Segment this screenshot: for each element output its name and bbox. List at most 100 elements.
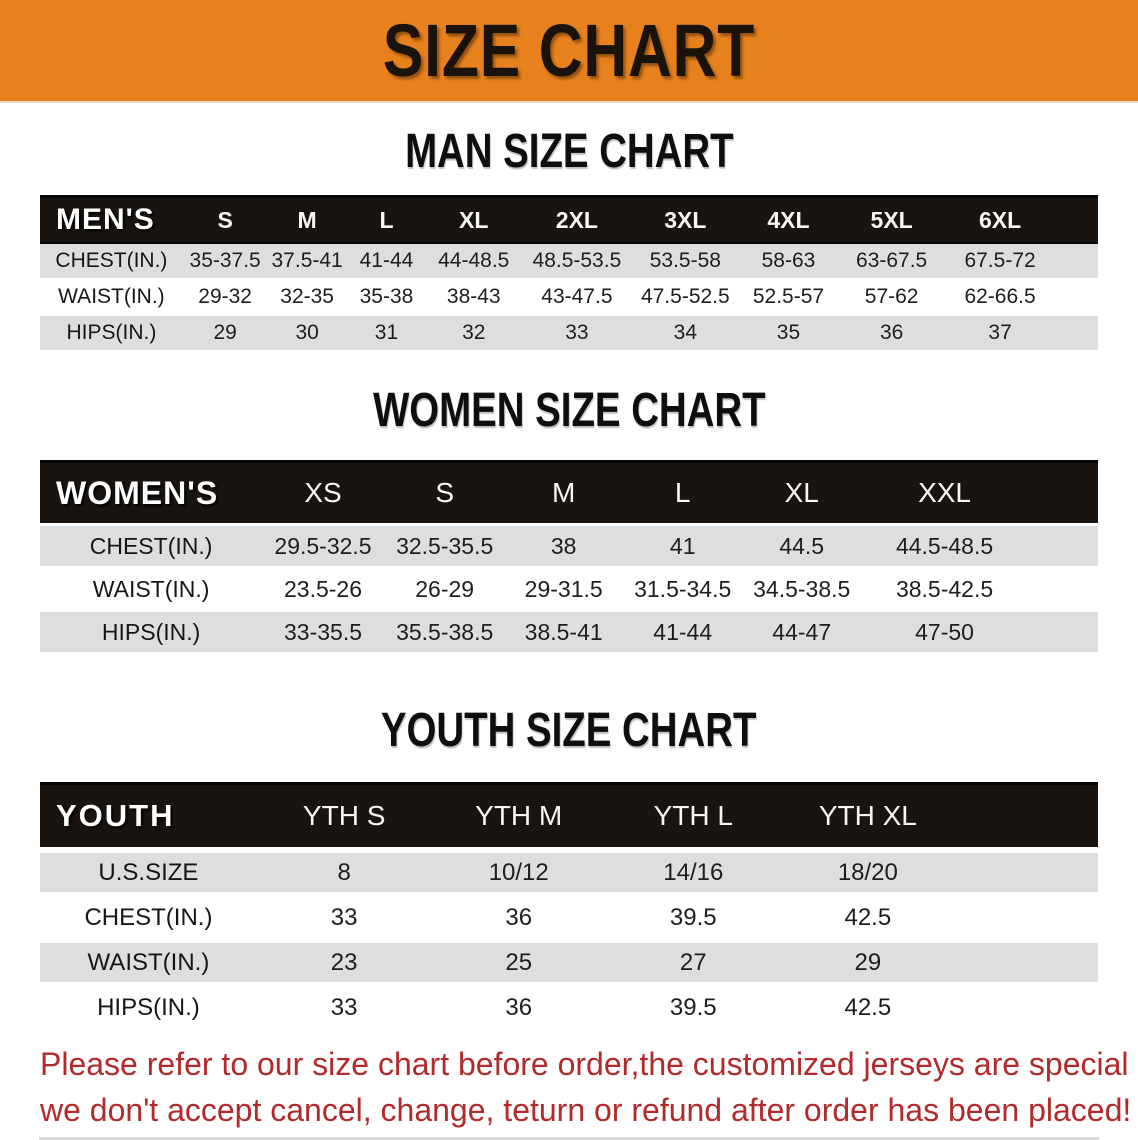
table-row: HIPS(IN.) 33-35.5 35.5-38.5 38.5-41 41-44 44-…: [40, 609, 1098, 652]
column-header: M: [267, 195, 347, 244]
size-chart-banner: SIZE CHART: [0, 0, 1138, 103]
size-table: YOUTH YTH S YTH M YTH L YTH XL U.S.SIZE 8 10/12…: [40, 782, 1098, 1027]
size-value-cell: 33: [256, 982, 432, 1027]
table-body: U.S.SIZE 8 10/12 14/16 18/20 CHEST(IN.) 33 36 39…: [40, 847, 1098, 1027]
size-value-cell: 8: [256, 847, 432, 895]
column-header: YTH L: [606, 782, 781, 851]
table-header: MEN'S S M L XL 2XL 3XL 4XL 5XL 6XL: [40, 195, 1098, 244]
size-value-cell: 44-47: [743, 609, 860, 652]
size-value-cell: 32.5-35.5: [383, 523, 506, 568]
size-value-cell: 34: [632, 314, 739, 350]
size-table: WOMEN'S XS S M L XL XXL CHEST(IN.) 29.5-32.5 32.5…: [40, 460, 1098, 652]
size-value-cell: 10/12: [431, 847, 606, 895]
size-value-cell: 23.5-26: [262, 566, 384, 611]
section-title-text: MAN SIZE CHART: [404, 125, 734, 178]
column-header: XS: [262, 460, 384, 526]
size-value-cell: 35-37.5: [182, 242, 268, 279]
size-value-cell: 37: [944, 314, 1056, 350]
table-row: WAIST(IN.) 29-32 32-35 35-38 38-43 43-47.5 47.…: [40, 278, 1098, 315]
size-value-cell: 33: [521, 314, 633, 350]
size-value-cell: 41: [621, 523, 744, 568]
table-row: CHEST(IN.) 35-37.5 37.5-41 41-44 44-48.5 48.5…: [40, 242, 1098, 279]
section-title: MAN SIZE CHART: [0, 127, 1138, 177]
disclaimer-text: Please refer to our size chart before or…: [40, 1041, 1138, 1133]
column-header: 3XL: [632, 195, 739, 244]
size-value-cell: 44.5-48.5: [859, 523, 1030, 568]
size-value-cell: 58-63: [738, 242, 839, 279]
table-row: HIPS(IN.) 29 30 31 32 33 34 35 36 37: [40, 314, 1098, 350]
row-label: WAIST(IN.): [40, 566, 263, 611]
column-header: 5XL: [838, 195, 945, 244]
row-label: WAIST(IN.): [40, 278, 183, 315]
table-group-label: WOMEN'S: [40, 460, 263, 526]
size-value-cell: 32: [426, 314, 522, 350]
row-label: CHEST(IN.): [40, 892, 257, 940]
men-size-chart-section: MAN SIZE CHART MEN'S S M L XL 2XL 3XL 4XL 5XL 6XL C…: [0, 127, 1138, 350]
table-row: HIPS(IN.) 33 36 39.5 42.5: [40, 982, 1098, 1027]
table-row: CHEST(IN.) 29.5-32.5 32.5-35.5 38 41 44.5 44.5…: [40, 523, 1098, 568]
size-value-cell: 18/20: [780, 847, 956, 895]
size-value-cell: 38: [505, 523, 622, 568]
size-value-cell: 63-67.5: [838, 242, 945, 279]
column-header: 4XL: [738, 195, 839, 244]
row-label: HIPS(IN.): [40, 982, 257, 1027]
youth-size-chart-section: YOUTH SIZE CHART YOUTH YTH S YTH M YTH L YTH …: [0, 706, 1138, 1027]
row-label: WAIST(IN.): [40, 937, 257, 985]
row-spacer: [1055, 314, 1098, 350]
disclaimer-line-2: we don't accept cancel, change, teturn o…: [40, 1092, 1132, 1128]
size-value-cell: 41-44: [621, 609, 744, 652]
column-header: S: [383, 460, 506, 526]
size-value-cell: 30: [267, 314, 347, 350]
table-row: U.S.SIZE 8 10/12 14/16 18/20: [40, 847, 1098, 895]
size-value-cell: 48.5-53.5: [521, 242, 633, 279]
row-spacer: [1029, 523, 1098, 568]
row-label: HIPS(IN.): [40, 314, 183, 350]
size-value-cell: 27: [606, 937, 781, 985]
column-header: XXL: [859, 460, 1030, 526]
size-value-cell: 52.5-57: [738, 278, 839, 315]
women-size-chart-section: WOMEN SIZE CHART WOMEN'S XS S M L XL XXL CHEST(I…: [0, 386, 1138, 652]
disclaimer-line-1: Please refer to our size chart before or…: [40, 1046, 1138, 1082]
size-value-cell: 41-44: [346, 242, 427, 279]
table-body: CHEST(IN.) 35-37.5 37.5-41 41-44 44-48.5 48.5…: [40, 242, 1098, 350]
column-header: XL: [426, 195, 522, 244]
size-value-cell: 26-29: [383, 566, 506, 611]
column-header: L: [621, 460, 744, 526]
row-label: HIPS(IN.): [40, 609, 263, 652]
size-value-cell: 39.5: [606, 892, 781, 940]
size-value-cell: 33: [256, 892, 432, 940]
size-value-cell: 29.5-32.5: [262, 523, 384, 568]
size-value-cell: 14/16: [606, 847, 781, 895]
size-value-cell: 47-50: [859, 609, 1030, 652]
size-value-cell: 35.5-38.5: [383, 609, 506, 652]
size-value-cell: 38.5-41: [505, 609, 622, 652]
size-value-cell: 31: [346, 314, 427, 350]
row-spacer: [1029, 609, 1098, 652]
section-title-text: YOUTH SIZE CHART: [381, 704, 757, 757]
size-value-cell: 36: [431, 892, 606, 940]
section-title: WOMEN SIZE CHART: [0, 386, 1138, 436]
size-value-cell: 29-31.5: [505, 566, 622, 611]
column-header: M: [505, 460, 622, 526]
size-value-cell: 35-38: [346, 278, 427, 315]
size-value-cell: 23: [256, 937, 432, 985]
size-value-cell: 29: [780, 937, 956, 985]
row-spacer: [955, 937, 1098, 985]
section-title-text: WOMEN SIZE CHART: [372, 384, 766, 437]
table-body: CHEST(IN.) 29.5-32.5 32.5-35.5 38 41 44.5 44.5…: [40, 523, 1098, 652]
column-header: YTH S: [256, 782, 432, 851]
header-spacer: [1029, 460, 1098, 526]
table-group-label: YOUTH: [40, 782, 257, 851]
size-chart-sections: MAN SIZE CHART MEN'S S M L XL 2XL 3XL 4XL 5XL 6XL C…: [0, 127, 1138, 1027]
size-value-cell: 43-47.5: [521, 278, 633, 315]
header-spacer: [1055, 195, 1098, 244]
size-value-cell: 29: [182, 314, 268, 350]
size-value-cell: 38-43: [426, 278, 522, 315]
section-title: YOUTH SIZE CHART: [0, 706, 1138, 756]
table-header: WOMEN'S XS S M L XL XXL: [40, 460, 1098, 526]
size-value-cell: 25: [431, 937, 606, 985]
row-spacer: [1055, 242, 1098, 279]
row-spacer: [1029, 566, 1098, 611]
table-row: CHEST(IN.) 33 36 39.5 42.5: [40, 892, 1098, 940]
column-header: L: [346, 195, 427, 244]
